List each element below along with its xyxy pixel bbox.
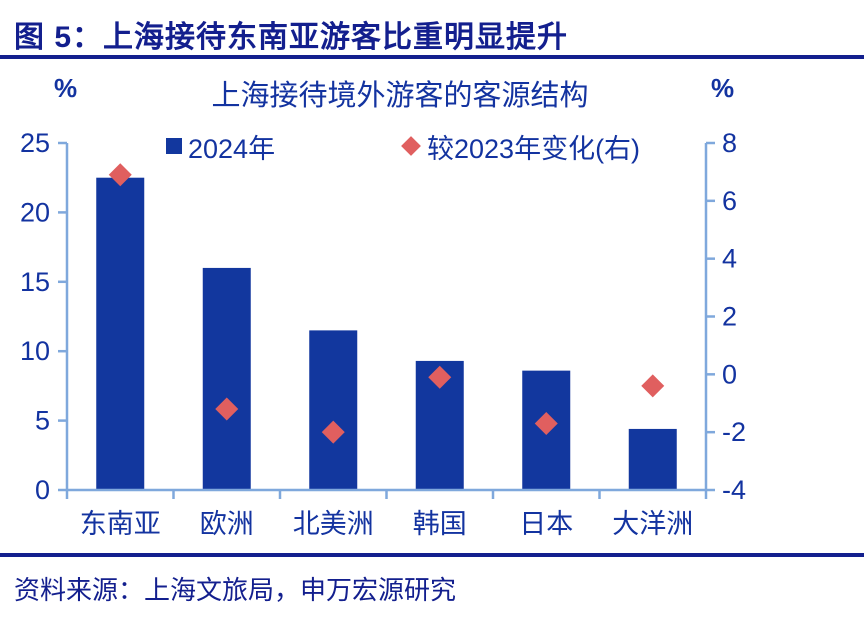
bar-北美洲: [309, 330, 358, 490]
diamond-marker-大洋洲: [641, 374, 665, 398]
chart-title: 上海接待境外游客的客源结构: [211, 80, 589, 112]
bar-series-swatch-icon: [166, 138, 182, 154]
right-axis-tick-label: 8: [722, 128, 737, 158]
category-label-北美洲: 北美洲: [293, 509, 374, 539]
diamond-marker-韩国: [428, 365, 452, 389]
diamond-marker-日本: [534, 411, 558, 435]
category-label-东南亚: 东南亚: [80, 509, 161, 539]
title-rule: [0, 55, 864, 59]
category-label-大洋洲: 大洋洲: [612, 509, 693, 539]
right-axis-tick-label: 0: [722, 359, 737, 389]
bar-欧洲: [202, 267, 251, 490]
diamond-marker-欧洲: [215, 397, 239, 421]
right-axis-unit-label: %: [711, 73, 735, 103]
left-axis-unit-label: %: [54, 73, 78, 103]
figure-title: 图 5：上海接待东南亚游客比重明显提升: [14, 21, 569, 54]
footer-rule: [0, 553, 864, 557]
right-axis-tick-label: -2: [722, 417, 746, 447]
diamond-marker-东南亚: [108, 163, 132, 187]
category-label-日本: 日本: [519, 509, 573, 539]
left-axis-tick-label: 25: [20, 128, 50, 158]
legend-label-change: 较2023年变化(右): [427, 133, 641, 164]
right-axis-tick-label: -4: [722, 475, 746, 505]
left-axis-tick-label: 10: [20, 336, 50, 366]
diamond-marker-北美洲: [321, 420, 345, 444]
legend-item-2024: 2024年: [166, 131, 275, 164]
right-axis-tick-label: 4: [722, 244, 737, 274]
category-label-韩国: 韩国: [413, 509, 467, 539]
source-line: 资料来源：上海文旅局，申万宏源研究: [14, 575, 457, 605]
right-axis-tick-label: 2: [722, 302, 737, 332]
category-label-欧洲: 欧洲: [200, 509, 254, 539]
legend-item-change: 较2023年变化(右): [401, 131, 640, 164]
left-axis-tick-label: 0: [35, 475, 50, 505]
legend-label-2024: 2024年: [188, 133, 276, 164]
left-axis-tick-label: 5: [35, 406, 50, 436]
left-axis-tick-label: 20: [20, 197, 50, 227]
bar-大洋洲: [628, 428, 677, 490]
right-axis-tick-label: 6: [722, 186, 737, 216]
left-axis-tick-label: 15: [20, 267, 50, 297]
bar-东南亚: [96, 177, 145, 490]
